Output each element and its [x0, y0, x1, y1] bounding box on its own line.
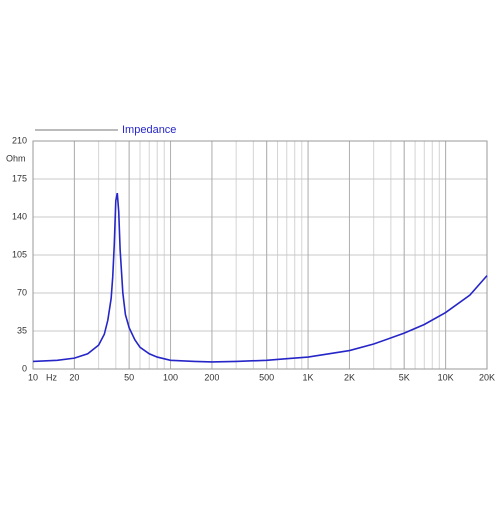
y-tick-label: 105 [12, 249, 27, 259]
legend-label: Impedance [122, 124, 176, 136]
y-tick-label: 175 [12, 173, 27, 183]
y-tick-label: 70 [17, 287, 27, 297]
y-tick-label: 210 [12, 135, 27, 145]
plot-frame [32, 140, 488, 370]
x-tick-label: 50 [124, 372, 134, 382]
x-tick-label: 500 [259, 372, 274, 382]
x-tick-label: 10 [28, 372, 38, 382]
x-tick-label: 1K [303, 372, 314, 382]
x-tick-label: 20 [69, 372, 79, 382]
x-axis-label: Hz [46, 372, 57, 382]
y-axis-label: Ohm [6, 153, 26, 163]
y-tick-label: 35 [17, 325, 27, 335]
x-tick-label: 10K [438, 372, 454, 382]
x-tick-label: 20K [479, 372, 495, 382]
x-tick-label: 100 [163, 372, 178, 382]
y-tick-label: 0 [22, 363, 27, 373]
x-tick-label: 2K [344, 372, 355, 382]
impedance-line [32, 192, 488, 363]
x-tick-label: 5K [399, 372, 410, 382]
x-tick-label: 200 [204, 372, 219, 382]
y-tick-label: 140 [12, 211, 27, 221]
